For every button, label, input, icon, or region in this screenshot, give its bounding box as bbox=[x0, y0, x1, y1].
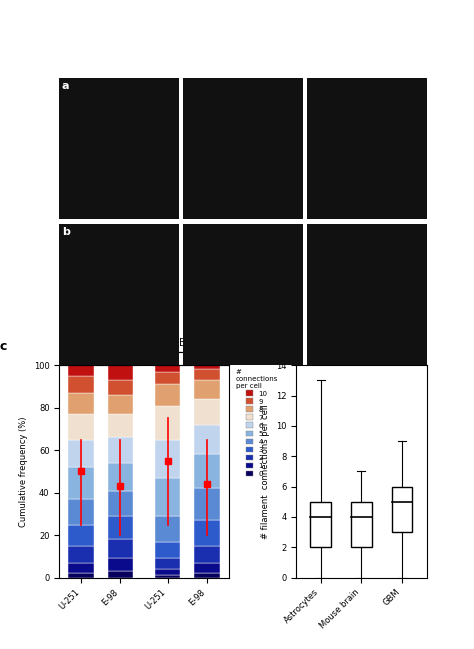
Bar bbox=[155, 439, 181, 478]
Bar bbox=[68, 414, 94, 439]
Bar bbox=[155, 406, 181, 439]
Bar bbox=[68, 365, 94, 376]
Y-axis label: # filament  connections per cell: # filament connections per cell bbox=[262, 404, 271, 539]
Bar bbox=[155, 478, 181, 516]
Bar bbox=[68, 439, 94, 467]
Bar bbox=[108, 437, 133, 463]
Bar bbox=[194, 563, 220, 573]
Bar bbox=[155, 576, 181, 578]
Bar bbox=[108, 380, 133, 395]
Bar bbox=[108, 516, 133, 539]
Bar bbox=[68, 573, 94, 578]
Bar bbox=[108, 365, 133, 380]
Bar bbox=[194, 546, 220, 563]
Bar bbox=[194, 369, 220, 380]
Bar bbox=[194, 489, 220, 520]
Bar bbox=[68, 563, 94, 573]
Bar bbox=[194, 380, 220, 399]
Bar bbox=[155, 516, 181, 541]
Bar bbox=[68, 376, 94, 393]
Bar bbox=[155, 569, 181, 576]
Text: a: a bbox=[62, 80, 69, 91]
Bar bbox=[155, 384, 181, 406]
Bar bbox=[68, 393, 94, 414]
Bar bbox=[155, 541, 181, 559]
Bar bbox=[194, 454, 220, 489]
Bar bbox=[194, 424, 220, 454]
Bar bbox=[108, 491, 133, 516]
Y-axis label: Cumulative frequency (%): Cumulative frequency (%) bbox=[19, 416, 28, 527]
Bar bbox=[68, 499, 94, 524]
Bar bbox=[108, 395, 133, 414]
FancyBboxPatch shape bbox=[351, 502, 372, 547]
Bar bbox=[108, 559, 133, 571]
Bar bbox=[108, 463, 133, 491]
Bar bbox=[108, 414, 133, 437]
Bar bbox=[194, 365, 220, 369]
Bar bbox=[194, 573, 220, 578]
Legend: 10, 9, 8, 7, 6, 5, 4, 3, 2, 1, 0: 10, 9, 8, 7, 6, 5, 4, 3, 2, 1, 0 bbox=[236, 369, 278, 477]
Text: b: b bbox=[62, 227, 70, 237]
Text: Brain: Brain bbox=[179, 338, 204, 349]
Bar bbox=[155, 372, 181, 384]
Bar bbox=[68, 546, 94, 563]
Bar bbox=[194, 520, 220, 546]
Bar bbox=[194, 399, 220, 424]
Text: d: d bbox=[237, 339, 246, 353]
Bar bbox=[68, 467, 94, 499]
Bar bbox=[155, 365, 181, 372]
Bar bbox=[155, 559, 181, 569]
Bar bbox=[108, 571, 133, 578]
FancyBboxPatch shape bbox=[310, 502, 331, 547]
Bar bbox=[68, 524, 94, 546]
Text: rBM: rBM bbox=[91, 338, 109, 349]
Text: c: c bbox=[0, 339, 7, 353]
Bar bbox=[108, 539, 133, 559]
FancyBboxPatch shape bbox=[392, 487, 412, 532]
